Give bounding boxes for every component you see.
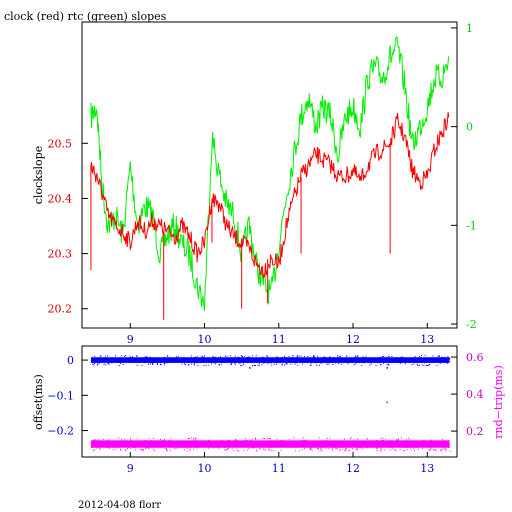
bottom-axes: 9 10 11 12 13 0 −0.1 −0.2 0.2 0.4 0.6 [47,351,483,475]
offset-series [90,355,451,369]
top-y-tick-label-3: 20.5 [48,137,73,150]
top-y2-tick-label-1: -1 [466,219,477,232]
top-x-tick-label-3: 12 [346,333,360,346]
top-y-tick-label-2: 20.4 [48,192,73,205]
rnd-trip-outlier-2 [301,442,303,444]
top-y-tick-label-1: 20.3 [48,248,73,261]
bottom-x-tick-label-1: 10 [198,462,212,475]
top-plot-frame [81,21,458,329]
clock-line [90,112,450,279]
top-y-tick-label-0: 20.2 [48,303,73,316]
clock-series [90,112,450,320]
bottom-y2-axis-label: rnd−trip(ms) [492,365,505,439]
footer-date: 2012-04-08 florr [78,500,161,511]
top-x-tick-label-2: 11 [272,333,286,346]
offset-outlier-0 [249,367,251,369]
top-y2-tick-label-2: 0 [466,121,473,134]
bottom-y-tick-label-2: −0.2 [47,425,74,438]
rnd-trip-series [90,401,451,452]
bottom-x-tick-label-4: 13 [420,462,434,475]
top-axes: 9 10 11 12 13 20.2 20.3 20.4 20.5 -2 -1 0 1 [48,22,477,346]
offset-outlier-2 [159,363,162,366]
bottom-y-tick-label-1: −0.1 [47,389,74,402]
bottom-y-tick-label-0: 0 [67,354,74,367]
top-y2-tick-label-3: 1 [466,22,473,35]
offset-outlier-1 [386,367,388,369]
rnd-trip-band [90,440,450,448]
rtc-line [90,35,450,311]
bottom-x-tick-label-3: 12 [346,462,360,475]
rnd-trip-outlier-1 [167,442,169,444]
rnd-trip-points [90,437,451,452]
bottom-y2-tick-label-0: 0.2 [466,425,484,438]
top-x-tick-label-4: 13 [420,333,434,346]
bottom-x-tick-label-0: 9 [127,462,134,475]
top-y-axis-label: clockslope [32,146,45,204]
top-y2-tick-label-0: -2 [466,318,477,331]
top-chart-title: clock (red) rtc (green) slopes [4,10,167,23]
bottom-y-axis-label: offset(ms) [32,374,45,430]
bottom-y2-tick-label-2: 0.6 [466,351,484,364]
bottom-y2-tick-label-1: 0.4 [466,388,484,401]
rnd-trip-outlier-0 [386,401,388,403]
top-x-tick-label-0: 9 [127,333,134,346]
top-x-tick-label-1: 10 [198,333,212,346]
rtc-series [90,35,450,311]
bottom-plot-frame [81,345,458,458]
bottom-x-tick-label-2: 11 [272,462,286,475]
